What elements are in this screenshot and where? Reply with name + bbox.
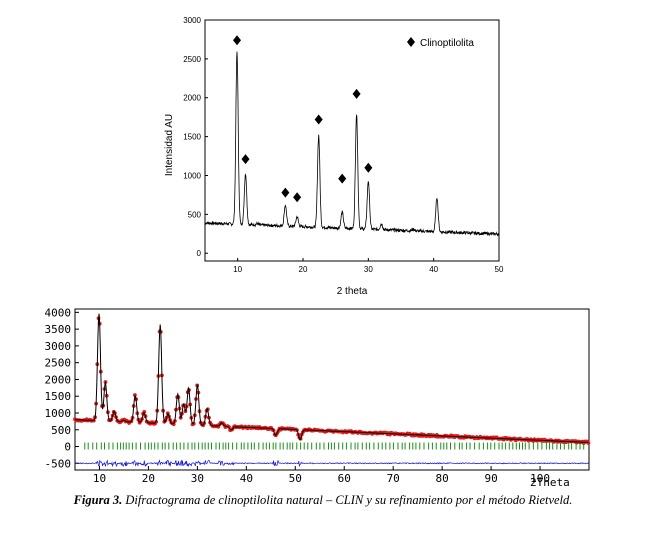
y-tick-label: -500	[45, 457, 72, 470]
xrd-pattern-line	[204, 51, 500, 237]
y-tick-label: 3000	[45, 340, 72, 353]
y-tick-label: 4000	[45, 306, 72, 319]
rietveld-y-ticks: -500 0 500 1000 1500 2000 2500 3000 3500 4000	[45, 306, 79, 470]
rietveld-difference-line	[74, 459, 589, 468]
y-tick-label: 1000	[183, 171, 201, 180]
legend-label: Clinoptilolita	[420, 38, 474, 49]
figure-caption: Figura 3. Difractograma de clinoptilolit…	[0, 493, 646, 508]
x-tick-label: 30	[364, 265, 373, 274]
observed-point	[586, 441, 591, 445]
y-tick-label: 500	[51, 424, 71, 437]
xrd-legend: Clinoptilolita	[407, 37, 474, 49]
y-tick-label: 3500	[45, 323, 72, 336]
y-tick-label: 2500	[183, 55, 201, 64]
rietveld-calculated-line	[75, 313, 589, 443]
x-tick-label: 20	[299, 265, 308, 274]
y-tick-label: 0	[197, 249, 202, 258]
y-tick-label: 3000	[183, 16, 201, 25]
figure-caption-text: Difractograma de clinoptilolita natural …	[125, 493, 573, 507]
y-tick-label: 2000	[183, 94, 201, 103]
x-tick-label: 10	[93, 472, 106, 485]
diamond-marker	[352, 88, 361, 99]
figure-caption-label: Figura 3.	[73, 493, 123, 507]
diamond-marker	[314, 114, 323, 125]
rietveld-observed-points	[73, 316, 591, 445]
diamond-marker	[281, 187, 290, 198]
rietveld-chart: -500 0 500 1000 1500 2000 2500 3000 3500 4000 10 2…	[45, 306, 591, 489]
diamond-marker	[293, 192, 302, 203]
diamond-marker	[338, 173, 347, 184]
x-tick-label: 40	[240, 472, 253, 485]
rietveld-plot-frame	[74, 308, 590, 471]
x-tick-label: 70	[387, 472, 400, 485]
y-tick-label: 1000	[45, 407, 72, 420]
diamond-marker	[364, 162, 373, 173]
y-tick-label: 0	[64, 441, 71, 454]
x-tick-label: 100	[530, 472, 550, 485]
y-tick-label: 1500	[183, 133, 201, 142]
rietveld-x-ticks: 10 20 30 40 50 60 70 80 90 100	[93, 466, 550, 485]
y-tick-label: 2000	[45, 373, 72, 386]
xrd-chart: 0 500 1000 1500 2000 2500 3000 10 20 30 40 50 2 th…	[164, 16, 504, 297]
y-tick-label: 1500	[45, 390, 72, 403]
xrd-y-axis-label: Intensidad AU	[164, 114, 175, 176]
xrd-y-ticks: 0 500 1000 1500 2000 2500 3000	[183, 16, 208, 258]
x-tick-label: 50	[289, 472, 302, 485]
xrd-clinoptilolite-markers	[233, 35, 373, 203]
x-tick-label: 50	[495, 265, 504, 274]
rietveld-bragg-ticks	[84, 442, 585, 450]
x-tick-label: 30	[191, 472, 204, 485]
legend-diamond-icon	[407, 37, 415, 47]
y-tick-label: 2500	[45, 357, 72, 370]
x-tick-label: 90	[484, 472, 497, 485]
xrd-plot-frame	[204, 19, 500, 262]
xrd-x-ticks: 10 20 30 40 50	[233, 258, 504, 274]
x-tick-label: 80	[436, 472, 449, 485]
xrd-x-axis-label: 2 theta	[337, 286, 368, 297]
observed-point	[171, 422, 176, 427]
x-tick-label: 60	[338, 472, 351, 485]
y-tick-label: 500	[188, 210, 202, 219]
x-tick-label: 10	[233, 265, 242, 274]
x-tick-label: 40	[429, 265, 438, 274]
diamond-marker	[241, 154, 250, 165]
diamond-marker	[233, 35, 242, 46]
rietveld-x-axis-label: 2Theta	[530, 476, 570, 489]
x-tick-label: 20	[142, 472, 155, 485]
